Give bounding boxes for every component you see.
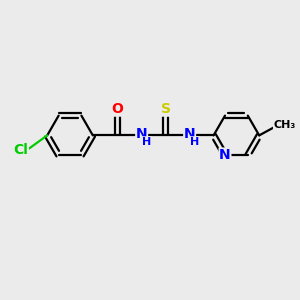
Text: N: N xyxy=(184,127,195,141)
Text: H: H xyxy=(142,137,152,147)
Text: N: N xyxy=(136,127,148,141)
Text: O: O xyxy=(112,102,124,116)
Text: S: S xyxy=(160,102,171,116)
Text: Cl: Cl xyxy=(14,143,28,157)
Text: H: H xyxy=(190,137,200,147)
Text: N: N xyxy=(219,148,231,162)
Text: CH₃: CH₃ xyxy=(274,120,296,130)
